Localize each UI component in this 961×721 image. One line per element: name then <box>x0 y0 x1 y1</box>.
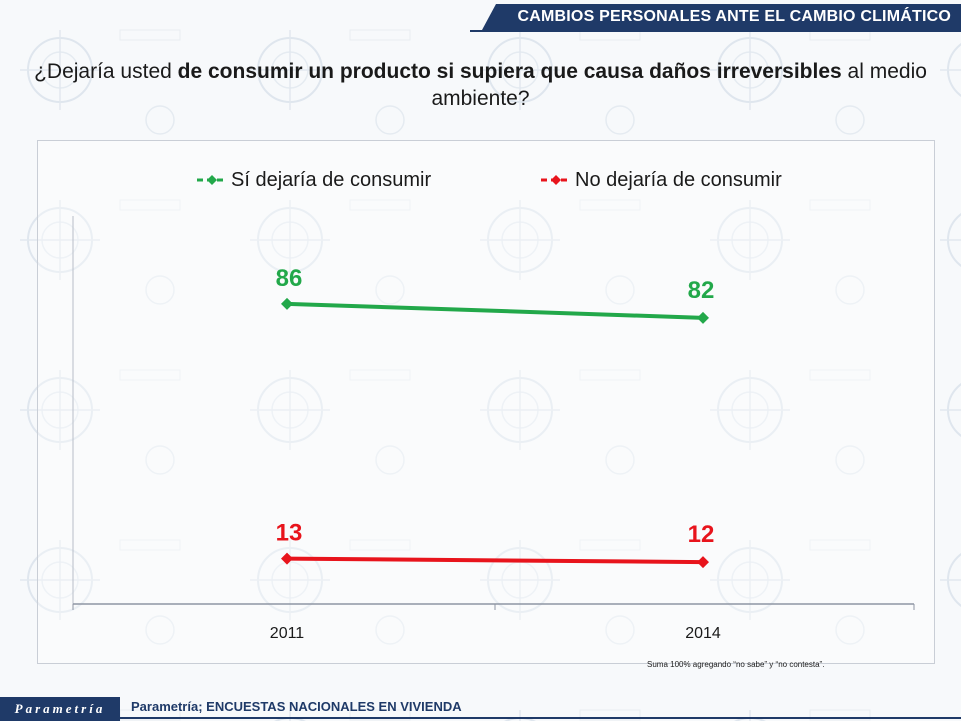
header-title: CAMBIOS PERSONALES ANTE EL CAMBIO CLIMÁT… <box>482 4 961 30</box>
chart-frame <box>37 140 935 664</box>
legend-label-si: Sí dejaría de consumir <box>231 168 432 191</box>
data-label-0-1: 82 <box>688 277 715 304</box>
footer-rule <box>120 717 961 719</box>
legend-swatch-green-icon <box>197 175 227 185</box>
question-prefix: ¿Dejaría usted <box>34 60 178 83</box>
data-point-0-1 <box>697 311 709 324</box>
question-text: ¿Dejaría usted de consumir un producto s… <box>20 58 941 112</box>
data-label-1-1: 12 <box>688 521 715 548</box>
footnote: Suma 100% agregando “no sabe” y “no cont… <box>647 660 825 669</box>
legend-label-no: No dejaría de consumir <box>575 168 782 191</box>
series-line-1 <box>286 556 704 565</box>
question-bold: de consumir un producto si supiera que c… <box>177 60 842 83</box>
data-point-1-0 <box>281 552 293 565</box>
data-point-1-1 <box>697 556 709 569</box>
series-line-0 <box>286 301 704 320</box>
data-label-0-0: 86 <box>276 265 303 292</box>
data-point-0-0 <box>281 297 293 310</box>
legend-item-si: Sí dejaría de consumir <box>196 168 431 192</box>
footer-brand-logo: Parametría <box>0 697 120 721</box>
footer-source: Parametría; ENCUESTAS NACIONALES EN VIVI… <box>131 699 462 714</box>
question-suffix: al medio ambiente? <box>431 60 927 110</box>
x-tick-label-2014: 2014 <box>685 625 721 642</box>
data-label-1-0: 13 <box>276 520 303 547</box>
legend-item-no: No dejaría de consumir <box>540 168 782 192</box>
x-tick-label-2011: 2011 <box>270 625 305 642</box>
legend-swatch-red-icon <box>541 175 571 185</box>
header-rule <box>470 30 961 32</box>
